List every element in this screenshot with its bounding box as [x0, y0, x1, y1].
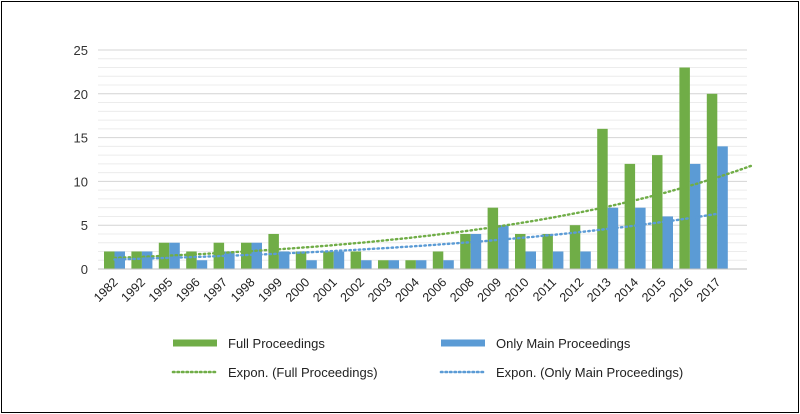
bar-only-main-proceedings-2010	[525, 251, 536, 269]
x-tick-label: 2003	[365, 275, 395, 305]
bar-full-proceedings-2000	[295, 251, 307, 269]
bar-full-proceedings-1996	[186, 251, 197, 269]
y-tick-label: 0	[81, 262, 88, 277]
bar-full-proceedings-1999	[268, 233, 279, 269]
bar-only-main-proceedings-2001	[333, 251, 345, 269]
x-tick-label: 1995	[146, 275, 176, 305]
x-tick-label: 2014	[612, 275, 642, 305]
y-tick-label: 10	[74, 174, 88, 189]
grid-lines	[98, 49, 747, 261]
trendlines	[113, 164, 753, 261]
bar-only-main-proceedings-1992	[141, 251, 153, 269]
bar-only-main-proceedings-2012	[580, 251, 591, 269]
x-tick-label: 2017	[694, 275, 724, 305]
x-tick-label: 1997	[201, 275, 231, 305]
x-tick-label: 2015	[639, 275, 669, 305]
x-tick-label: 2002	[338, 275, 368, 305]
bar-only-main-proceedings-2014	[635, 207, 646, 269]
bar-only-main-proceedings-1999	[278, 251, 290, 269]
bar-full-proceedings-2003	[378, 260, 389, 269]
bar-full-proceedings-2013	[597, 128, 608, 269]
bar-full-proceedings-2014	[624, 163, 636, 269]
bar-full-proceedings-2016	[679, 67, 690, 270]
bar-full-proceedings-1982	[104, 251, 115, 269]
bar-full-proceedings-2012	[569, 225, 581, 269]
y-tick-label: 15	[74, 131, 88, 146]
bar-full-proceedings-2004	[405, 260, 416, 269]
bar-only-main-proceedings-2008	[470, 233, 482, 269]
bar-only-main-proceedings-1997	[224, 251, 235, 269]
bar-full-proceedings-2015	[652, 155, 663, 269]
legend-label-expon-full: Expon. (Full Proceedings)	[228, 365, 378, 380]
x-tick-label: 2006	[420, 275, 450, 305]
x-tick-label: 2012	[557, 275, 587, 305]
bar-only-main-proceedings-2011	[552, 251, 564, 269]
trendline-expon-full-proceedings	[113, 164, 753, 260]
bar-full-proceedings-2017	[706, 93, 718, 269]
bar-only-main-proceedings-2017	[717, 146, 728, 269]
bar-full-proceedings-2009	[487, 207, 499, 269]
bar-only-main-proceedings-1996	[196, 260, 208, 269]
x-tick-label: 2000	[283, 275, 313, 305]
trendline-expon-only-main-proceedings	[113, 212, 719, 261]
legend-label-only-main-proceedings: Only Main Proceedings	[496, 336, 631, 351]
bar-full-proceedings-2011	[542, 233, 553, 269]
bar-only-main-proceedings-2015	[662, 216, 673, 269]
bar-only-main-proceedings-1998	[251, 242, 262, 269]
bar-only-main-proceedings-2009	[498, 225, 509, 269]
x-tick-label: 1992	[118, 275, 148, 305]
x-tick-label: 2009	[475, 275, 505, 305]
x-axis-ticks: 1982199219951996199719981999200020012002…	[91, 275, 723, 305]
bars	[104, 67, 728, 270]
legend-label-full-proceedings: Full Proceedings	[228, 336, 325, 351]
x-tick-label: 1999	[255, 275, 285, 305]
bar-full-proceedings-2006	[432, 251, 444, 269]
y-tick-label: 5	[81, 218, 88, 233]
x-tick-label: 2013	[584, 275, 614, 305]
bar-full-proceedings-1992	[131, 251, 142, 269]
bar-only-main-proceedings-2006	[443, 260, 454, 269]
x-tick-label: 2004	[392, 275, 422, 305]
bar-only-main-proceedings-2013	[607, 207, 619, 269]
x-tick-label: 1996	[173, 275, 203, 305]
bar-only-main-proceedings-2002	[361, 260, 372, 269]
bar-full-proceedings-2008	[460, 233, 471, 269]
bar-full-proceedings-2001	[323, 251, 334, 269]
x-tick-label: 2016	[666, 275, 696, 305]
bar-only-main-proceedings-2004	[415, 260, 427, 269]
bar-full-proceedings-2010	[515, 233, 526, 269]
bar-only-main-proceedings-2003	[388, 260, 399, 269]
x-tick-label: 2011	[530, 275, 559, 304]
legend: Full Proceedings Only Main Proceedings E…	[171, 336, 683, 380]
y-axis-ticks: 0 5 10 15 20 25	[74, 43, 88, 277]
bar-full-proceedings-2002	[350, 251, 362, 269]
x-tick-label: 1998	[228, 275, 258, 305]
x-tick-label: 1982	[91, 275, 121, 305]
y-tick-label: 25	[74, 43, 88, 58]
x-tick-label: 2001	[310, 275, 340, 305]
bar-only-main-proceedings-2000	[306, 260, 317, 269]
y-tick-label: 20	[74, 87, 88, 102]
x-tick-label: 2008	[447, 275, 477, 305]
x-tick-label: 2010	[502, 275, 532, 305]
legend-label-expon-main: Expon. (Only Main Proceedings)	[496, 365, 683, 380]
